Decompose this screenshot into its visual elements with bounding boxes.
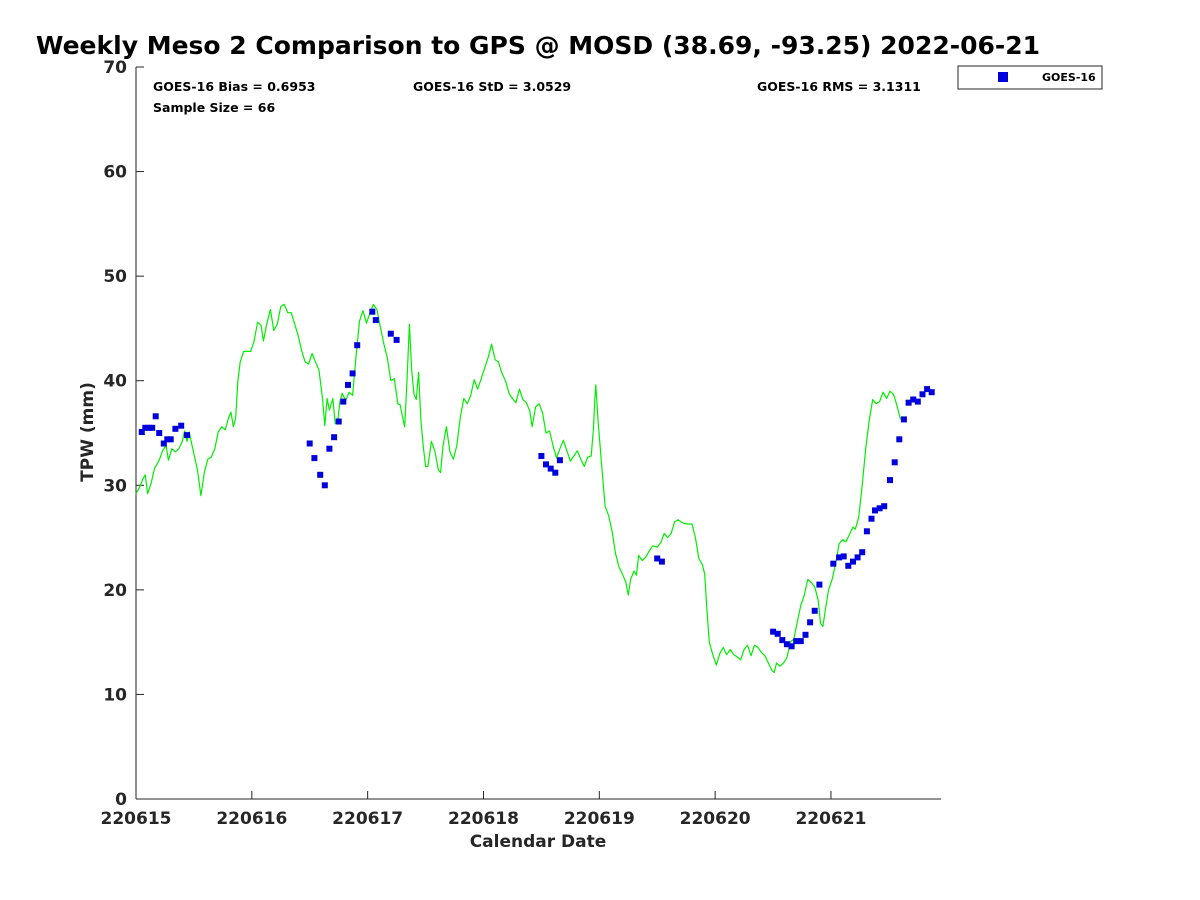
y-tick-label: 40	[103, 372, 127, 392]
goes-16-point	[910, 396, 917, 403]
sample-size-stat: Sample Size = 66	[153, 100, 275, 115]
goes-16-point	[811, 607, 818, 614]
x-axis-label: Calendar Date	[470, 832, 607, 852]
y-tick-label: 0	[115, 790, 127, 810]
goes-16-point	[868, 515, 875, 522]
goes-16-point	[152, 413, 159, 420]
goes-16-point	[788, 643, 795, 650]
goes-16-point	[802, 631, 809, 638]
x-tick-label: 220620	[680, 809, 751, 829]
goes-16-point	[872, 507, 878, 514]
goes-16-point	[552, 469, 559, 476]
goes-16-point	[914, 398, 921, 405]
goes-16-point	[349, 370, 356, 377]
goes-16-point	[881, 503, 888, 510]
goes-16-point	[900, 416, 907, 423]
goes-16-point	[149, 424, 156, 431]
goes-16-point	[538, 453, 545, 459]
goes-16-point	[770, 628, 777, 635]
goes-16-point	[167, 436, 174, 443]
goes-16-point	[928, 389, 935, 396]
statistics-box: GOES-16 Bias = 0.6953 GOES-16 StD = 3.05…	[153, 79, 921, 115]
goes-16-point	[850, 558, 856, 565]
bias-stat: GOES-16 Bias = 0.6953	[153, 79, 315, 94]
goes-16-point	[145, 424, 152, 431]
goes-16-point	[543, 461, 549, 468]
goes-16-point	[836, 554, 843, 561]
goes-16-point	[774, 630, 781, 637]
goes-16-point	[830, 560, 837, 567]
goes-16-point	[372, 317, 379, 324]
goes-16-point	[321, 482, 328, 489]
y-tick-label: 60	[103, 163, 127, 183]
goes-16-point	[172, 425, 179, 432]
x-tick-label: 220621	[795, 809, 866, 829]
goes-16-point	[779, 637, 786, 644]
goes-16-point	[816, 581, 823, 588]
std-stat: GOES-16 StD = 3.0529	[413, 79, 571, 94]
goes-16-point	[354, 342, 361, 349]
x-tick-label: 220618	[448, 809, 519, 829]
gps-line	[135, 303, 902, 674]
goes-16-point	[556, 457, 563, 464]
goes-16-point	[891, 459, 898, 466]
goes-16-point	[793, 638, 800, 645]
goes-16-point	[335, 418, 342, 425]
goes-16-point	[547, 465, 554, 472]
goes-16-point	[184, 432, 190, 439]
goes-16-point	[919, 391, 926, 398]
y-tick-label: 50	[103, 267, 127, 287]
goes-16-point	[859, 549, 866, 556]
x-tick-label: 220616	[216, 809, 287, 829]
goes-16-point	[863, 528, 870, 535]
goes-16-point	[845, 562, 852, 569]
chart-title: Weekly Meso 2 Comparison to GPS @ MOSD (…	[36, 31, 1040, 60]
goes-16-point	[783, 641, 790, 648]
legend-label: GOES-16	[1042, 71, 1096, 84]
goes-16-point	[331, 434, 338, 441]
y-tick-label: 20	[103, 581, 127, 601]
legend-box	[957, 65, 1103, 90]
y-tick-label: 30	[103, 476, 127, 496]
goes-16-point	[797, 638, 804, 645]
goes-16-point	[317, 471, 324, 478]
goes-16-point	[340, 398, 347, 405]
plot-axes: 0 10 20 30 40 50 60 70 220615 220616 220617 220618 2…	[101, 58, 941, 829]
goes-16-point	[160, 440, 167, 447]
goes-16-point	[654, 555, 661, 562]
goes-16-point	[142, 424, 149, 431]
goes-16-point	[306, 440, 313, 447]
goes-16-point	[345, 381, 351, 388]
goes-16-point	[896, 436, 903, 443]
goes-16-point	[369, 308, 376, 315]
goes-16-point	[807, 619, 814, 626]
goes-16-point	[887, 477, 893, 484]
legend: GOES-16	[957, 65, 1103, 90]
x-tick-label: 220617	[332, 809, 403, 829]
goes-16-point	[876, 505, 883, 512]
legend-marker	[998, 72, 1008, 82]
goes-16-point	[156, 430, 163, 436]
goes-16-point	[387, 330, 394, 337]
goes-16-point	[393, 336, 400, 343]
goes-16-point	[138, 429, 145, 435]
goes-16-point	[326, 445, 333, 452]
rms-stat: GOES-16 RMS = 3.1311	[757, 79, 921, 94]
goes-16-point	[924, 386, 931, 393]
goes-16-point	[840, 553, 847, 560]
y-tick-label: 10	[103, 685, 127, 705]
x-tick-label: 220619	[564, 809, 635, 829]
goes-16-point	[854, 554, 861, 561]
gps-series	[135, 303, 902, 674]
goes-16-point	[178, 422, 185, 429]
goes-16-point	[658, 558, 665, 565]
goes-16-point	[905, 399, 912, 406]
goes-16-point	[164, 436, 171, 443]
goes-16-series	[138, 308, 935, 650]
x-tick-label: 220615	[101, 809, 172, 829]
y-tick-label: 70	[103, 58, 127, 78]
y-axis-label: TPW (mm)	[78, 382, 98, 482]
goes-16-point	[311, 455, 318, 462]
